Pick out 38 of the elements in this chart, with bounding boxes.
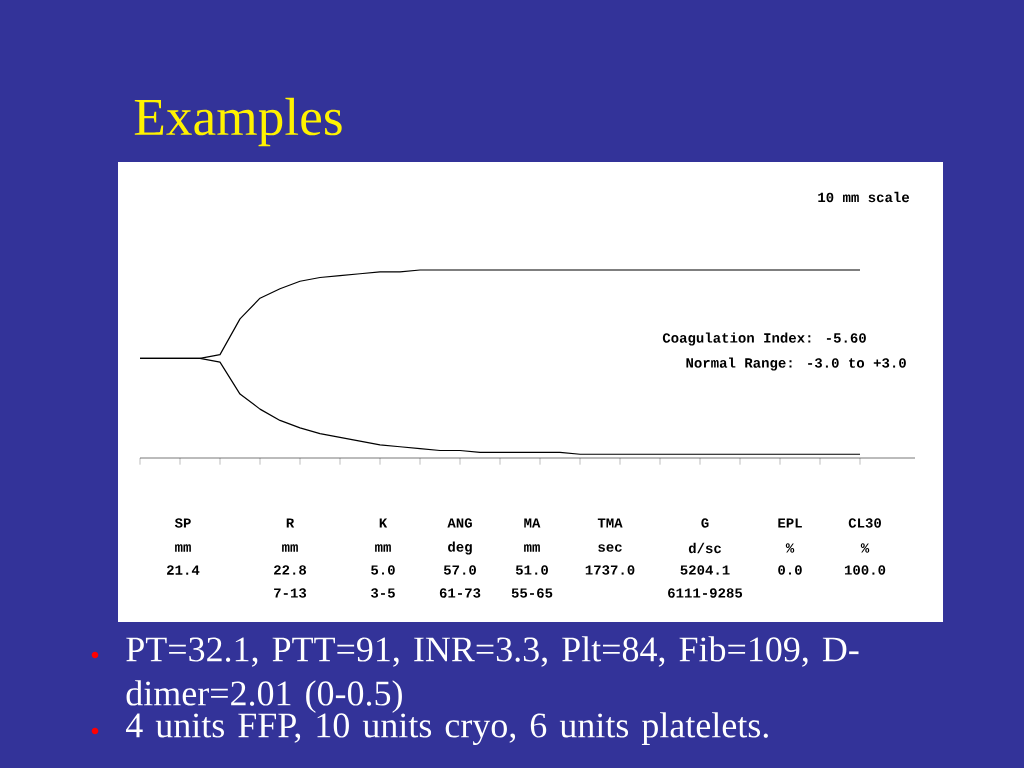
annotation: Coagulation Index: -5.60	[662, 332, 866, 346]
text: mm	[175, 544, 191, 552]
text: ANG	[447, 518, 472, 528]
text: 1737.0	[585, 565, 635, 575]
text: 0.0	[778, 565, 802, 575]
chart-title: Examples	[134, 97, 342, 147]
text: EPL	[778, 518, 802, 528]
text: 6111-9285	[668, 588, 743, 598]
text: 10 mm scale	[818, 191, 910, 203]
text: deg	[448, 541, 472, 555]
text: 57.0	[443, 565, 476, 575]
text: 21.4	[167, 565, 200, 575]
text: mm	[282, 544, 298, 552]
text: R	[286, 518, 295, 528]
text: SP	[174, 518, 191, 528]
text: 7-13	[274, 588, 307, 598]
text: K	[379, 518, 388, 528]
text: 55-65	[511, 588, 553, 598]
text: 100.0	[844, 565, 886, 575]
text: mm	[524, 544, 540, 552]
text: %	[785, 543, 795, 553]
text: 5.0	[371, 565, 395, 575]
text: 4 units FFP, 10 units cryo, 6 units platelets.	[125, 712, 768, 746]
text: 51.0	[515, 565, 548, 575]
text: 22.8	[274, 565, 307, 575]
text: 3-5	[371, 588, 395, 598]
text: 61-73	[439, 588, 481, 598]
text: PT=32.1, PTT=91, INR=3.3, Plt=84, Fib=109, D-dimer=2.01 (0-0.5)	[126, 636, 859, 713]
text: d/sc	[688, 542, 721, 554]
text: sec	[598, 544, 622, 552]
text: MA	[524, 518, 541, 528]
text: mm	[375, 544, 391, 552]
text: %	[860, 543, 870, 553]
text: CL30	[848, 518, 881, 528]
annotation: Normal Range: -3.0 to +3.0	[686, 357, 906, 371]
text: G	[701, 518, 709, 528]
text: 5204.1	[680, 565, 730, 575]
text: TMA	[597, 518, 623, 528]
